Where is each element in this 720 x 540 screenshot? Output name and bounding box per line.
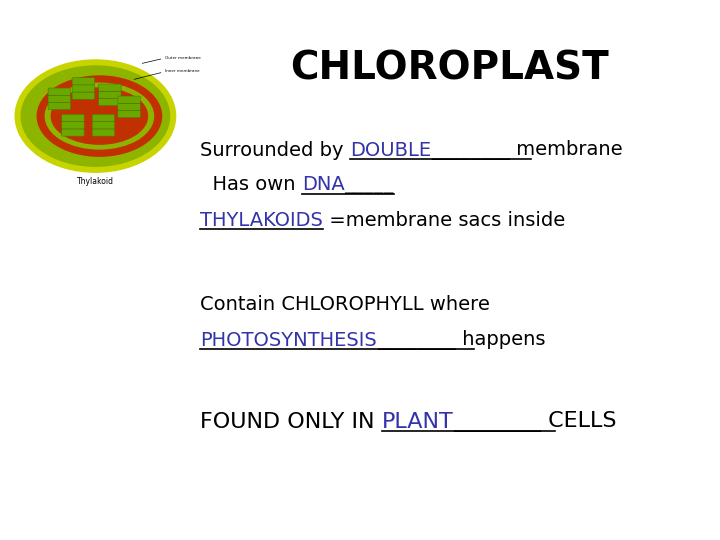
- FancyBboxPatch shape: [118, 111, 140, 118]
- Text: _____: _____: [344, 176, 394, 194]
- Text: Contain CHLOROPHYLL where: Contain CHLOROPHYLL where: [200, 295, 490, 314]
- FancyBboxPatch shape: [92, 122, 114, 129]
- FancyBboxPatch shape: [72, 92, 94, 99]
- Text: FOUND ONLY IN: FOUND ONLY IN: [200, 412, 382, 432]
- Text: Has own: Has own: [200, 176, 302, 194]
- FancyBboxPatch shape: [99, 84, 121, 91]
- Ellipse shape: [37, 76, 161, 156]
- FancyBboxPatch shape: [92, 129, 114, 136]
- Ellipse shape: [51, 88, 148, 144]
- Ellipse shape: [15, 60, 176, 172]
- FancyBboxPatch shape: [118, 96, 140, 103]
- Text: PLANT: PLANT: [382, 412, 454, 432]
- Text: DOUBLE: DOUBLE: [350, 140, 431, 159]
- Text: ________ membrane: ________ membrane: [431, 140, 623, 160]
- Text: Inner membrane: Inner membrane: [165, 69, 199, 73]
- FancyBboxPatch shape: [48, 95, 71, 103]
- Text: =membrane sacs inside: =membrane sacs inside: [323, 211, 565, 229]
- FancyBboxPatch shape: [48, 88, 71, 95]
- Text: DNA: DNA: [302, 176, 344, 194]
- Text: ________ CELLS: ________ CELLS: [454, 411, 617, 433]
- FancyBboxPatch shape: [72, 85, 94, 92]
- FancyBboxPatch shape: [118, 103, 140, 111]
- FancyBboxPatch shape: [92, 114, 114, 122]
- FancyBboxPatch shape: [48, 103, 71, 110]
- Ellipse shape: [21, 66, 170, 166]
- Text: PHOTOSYNTHESIS: PHOTOSYNTHESIS: [200, 330, 377, 349]
- FancyBboxPatch shape: [99, 98, 121, 106]
- FancyBboxPatch shape: [62, 122, 84, 129]
- Text: THYLAKOIDS: THYLAKOIDS: [200, 211, 323, 229]
- Text: Outer membrane: Outer membrane: [165, 56, 201, 59]
- FancyBboxPatch shape: [62, 129, 84, 136]
- Text: ________ happens: ________ happens: [377, 330, 545, 350]
- FancyBboxPatch shape: [99, 91, 121, 98]
- Ellipse shape: [45, 83, 153, 149]
- Text: Thylakoid: Thylakoid: [77, 177, 114, 186]
- FancyBboxPatch shape: [62, 114, 84, 122]
- Text: Surrounded by: Surrounded by: [200, 140, 350, 159]
- Text: CHLOROPLAST: CHLOROPLAST: [291, 50, 609, 88]
- FancyBboxPatch shape: [72, 78, 94, 85]
